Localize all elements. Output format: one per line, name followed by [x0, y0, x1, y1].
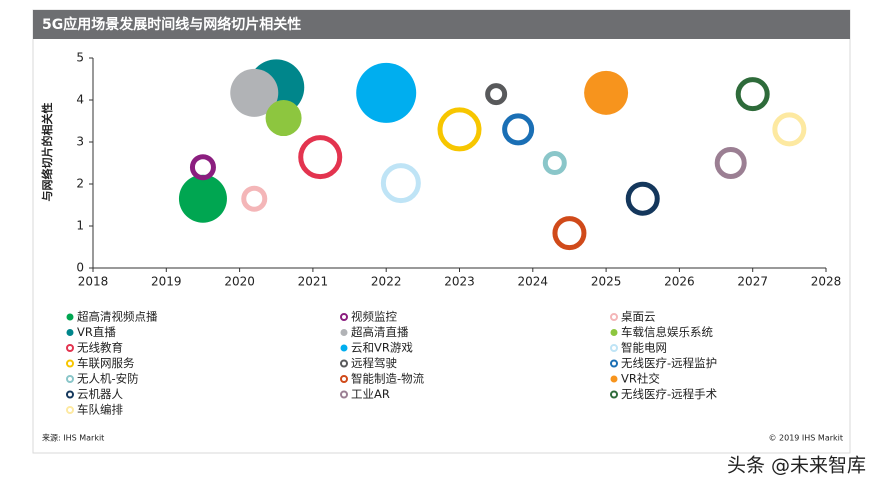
legend-marker: [610, 375, 618, 383]
x-tick-label: 2024: [518, 275, 549, 289]
x-tick-label: 2019: [151, 275, 182, 289]
copyright: © 2019 IHS Markit: [768, 434, 843, 443]
y-tick-label: 1: [76, 219, 84, 233]
legend-marker: [610, 390, 618, 399]
y-tick-label: 4: [76, 93, 84, 107]
legend-marker: [340, 375, 348, 383]
title-bar: [33, 10, 850, 39]
y-tick-label: 5: [76, 51, 84, 65]
legend-marker: [340, 390, 348, 399]
legend-label: 车队编排: [77, 403, 123, 417]
legend-marker: [66, 406, 74, 414]
chart-title: 5G应用场景发展时间线与网络切片相关性: [42, 16, 301, 33]
bubble: [298, 135, 343, 180]
legend-marker: [610, 313, 618, 321]
x-tick-label: 2018: [78, 275, 109, 289]
legend-marker: [340, 344, 348, 352]
legend-label: 超高清直播: [351, 325, 409, 339]
y-tick-label: 3: [76, 135, 84, 149]
bubble: [265, 100, 302, 137]
legend-label: 超高清视频点播: [77, 310, 158, 324]
legend-marker: [66, 390, 74, 399]
bubble: [735, 77, 770, 112]
legend-marker: [610, 344, 618, 352]
bubble: [772, 112, 807, 147]
legend-marker: [340, 313, 348, 321]
x-tick-label: 2023: [444, 275, 475, 289]
watermark: 头条 @未来智库: [727, 455, 866, 477]
legend-label: 车联网服务: [77, 356, 135, 370]
bubble: [485, 83, 508, 106]
source: 来源: IHS Markit: [42, 434, 104, 443]
x-tick-label: 2028: [811, 275, 842, 289]
bubble: [625, 181, 660, 216]
bubble: [356, 62, 417, 123]
legend-label: 无人机-安防: [77, 372, 139, 386]
bubble: [230, 68, 279, 117]
bubble: [552, 216, 587, 251]
x-tick-label: 2025: [591, 275, 622, 289]
legend-marker: [66, 344, 74, 352]
legend-label: 车载信息娱乐系统: [621, 325, 713, 339]
legend-label: 云机器人: [77, 387, 123, 401]
legend-label: VR社交: [621, 372, 660, 386]
panel: [32, 9, 851, 454]
legend-label: 无线医疗-远程监护: [621, 356, 717, 370]
legend-label: 无线医疗-远程手术: [621, 387, 718, 401]
bubble: [380, 163, 421, 204]
legend-label: VR直播: [77, 325, 116, 339]
y-axis-label: 与网络切片的相关性: [40, 103, 54, 202]
legend-label: 云和VR游戏: [351, 341, 413, 355]
legend-label: 工业AR: [351, 387, 390, 401]
x-tick-label: 2021: [298, 275, 329, 289]
bubble: [502, 113, 535, 146]
bubble: [189, 154, 216, 181]
bubble: [178, 174, 227, 223]
legend-marker: [66, 313, 74, 321]
legend-marker: [66, 359, 74, 368]
bubble: [714, 147, 747, 179]
x-tick-label: 2026: [664, 275, 695, 289]
legend-label: 桌面云: [621, 310, 656, 324]
legend-label: 无线教育: [77, 341, 123, 355]
x-tick-label: 2022: [371, 275, 402, 289]
legend-marker: [610, 329, 618, 336]
y-tick-label: 0: [76, 261, 84, 275]
legend-marker: [340, 359, 348, 368]
x-tick-label: 2020: [224, 275, 255, 289]
legend-label: 智能制造-物流: [351, 372, 425, 386]
bubble: [542, 151, 567, 175]
legend-marker: [340, 329, 348, 336]
legend-marker: [66, 375, 74, 383]
legend-marker: [66, 329, 74, 336]
x-tick-label: 2027: [737, 275, 768, 289]
bubble: [241, 185, 268, 212]
legend-label: 视频监控: [351, 310, 397, 324]
legend-label: 远程驾驶: [351, 356, 397, 370]
y-tick-label: 2: [76, 177, 84, 191]
legend-marker: [610, 359, 618, 368]
legend-label: 智能电网: [621, 341, 667, 355]
bubble: [437, 107, 482, 152]
bubble: [584, 70, 629, 115]
